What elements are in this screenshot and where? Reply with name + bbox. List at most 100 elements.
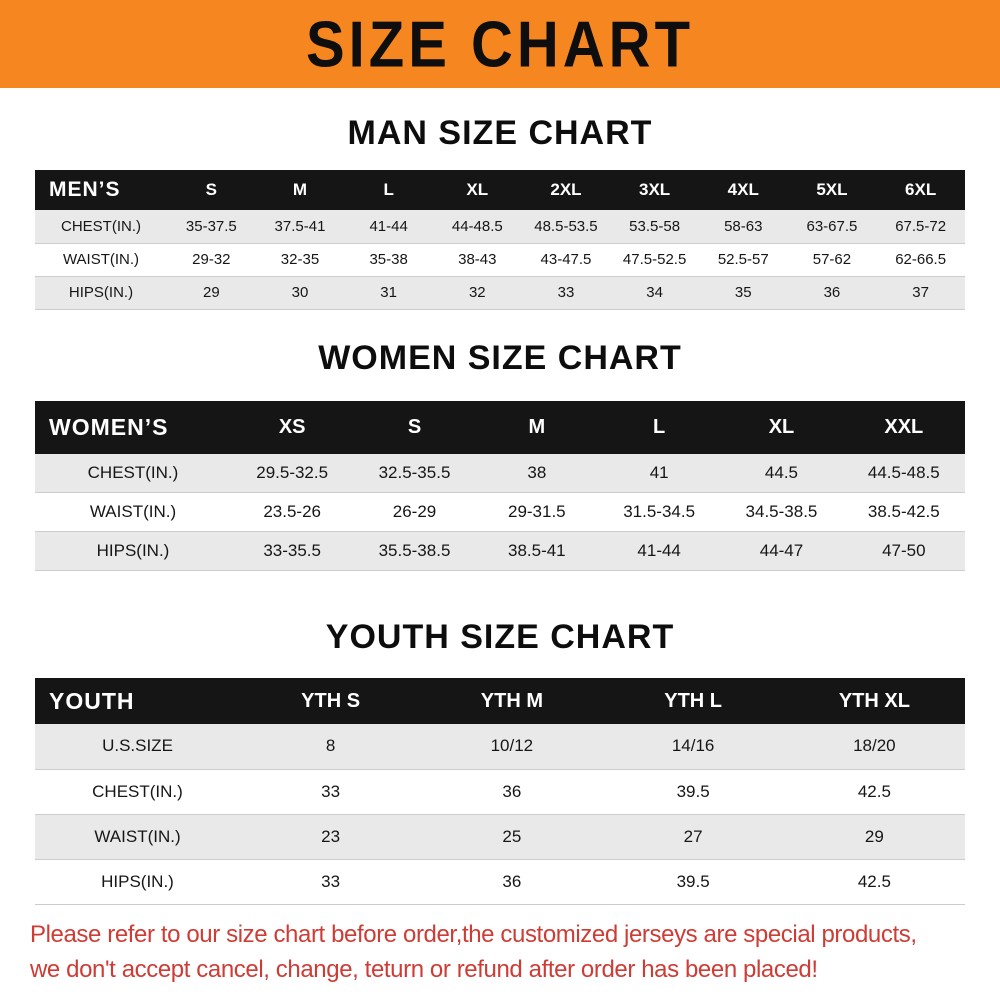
row-label: HIPS(IN.) bbox=[35, 276, 167, 310]
size-value: 44.5-48.5 bbox=[842, 453, 965, 493]
measurement-row: WAIST(IN.) 29-32 32-35 35-38 38-43 43-47.5 47.… bbox=[35, 243, 965, 277]
women-header-row: WOMEN’S XS S M L XL XXL bbox=[35, 400, 965, 454]
row-label: WAIST(IN.) bbox=[35, 814, 240, 860]
measurement-row: CHEST(IN.) 33 36 39.5 42.5 bbox=[35, 769, 965, 815]
notice-line-2: we don't accept cancel, change, teturn o… bbox=[30, 955, 818, 983]
size-value: 41 bbox=[597, 453, 721, 493]
size-value: 33-35.5 bbox=[231, 531, 354, 571]
size-value: 44-48.5 bbox=[432, 210, 522, 244]
size-value: 47-50 bbox=[842, 531, 965, 571]
row-label: CHEST(IN.) bbox=[35, 453, 231, 493]
banner: SIZE CHART bbox=[0, 0, 1000, 88]
youth-section-heading: YOUTH SIZE CHART bbox=[325, 618, 675, 656]
row-label: CHEST(IN.) bbox=[35, 210, 167, 244]
row-label: WAIST(IN.) bbox=[35, 492, 231, 532]
size-value: 37 bbox=[876, 276, 965, 310]
measurement-row: HIPS(IN.) 33-35.5 35.5-38.5 38.5-41 41-44 44-… bbox=[35, 531, 965, 571]
youth-header-row: YOUTH YTH S YTH M YTH L YTH XL bbox=[35, 678, 965, 724]
size-column-header: YTH L bbox=[602, 678, 784, 724]
measurement-row: WAIST(IN.) 23 25 27 29 bbox=[35, 814, 965, 860]
size-value: 14/16 bbox=[602, 724, 784, 770]
size-value: 48.5-53.5 bbox=[521, 210, 611, 244]
size-value: 35 bbox=[698, 276, 788, 310]
size-column-header: S bbox=[167, 170, 256, 210]
size-value: 29 bbox=[167, 276, 256, 310]
youth-size-table: YOUTH YTH S YTH M YTH L YTH XL U.S.SIZE 8 10/12… bbox=[35, 678, 965, 905]
section-men: MAN SIZE CHART MEN’S S M L XL 2XL 3XL 4XL 5XL 6XL C… bbox=[0, 113, 1000, 310]
size-value: 35-37.5 bbox=[167, 210, 256, 244]
size-value: 29 bbox=[783, 814, 965, 860]
size-value: 29-32 bbox=[167, 243, 256, 277]
size-column-header: XL bbox=[720, 400, 843, 454]
measurement-row: HIPS(IN.) 33 36 39.5 42.5 bbox=[35, 859, 965, 905]
size-value: 39.5 bbox=[602, 859, 784, 905]
size-value: 57-62 bbox=[787, 243, 877, 277]
size-value: 30 bbox=[255, 276, 345, 310]
row-label: U.S.SIZE bbox=[35, 724, 240, 770]
youth-table-title: YOUTH bbox=[35, 678, 240, 724]
size-value: 41-44 bbox=[597, 531, 721, 571]
measurement-row: WAIST(IN.) 23.5-26 26-29 29-31.5 31.5-34.5 34… bbox=[35, 492, 965, 532]
size-column-header: YTH XL bbox=[783, 678, 965, 724]
size-value: 33 bbox=[521, 276, 611, 310]
women-section-heading: WOMEN SIZE CHART bbox=[318, 338, 682, 377]
size-value: 23.5-26 bbox=[231, 492, 354, 532]
size-column-header: 6XL bbox=[876, 170, 965, 210]
size-column-header: 2XL bbox=[521, 170, 611, 210]
size-value: 39.5 bbox=[602, 769, 784, 815]
size-value: 44.5 bbox=[720, 453, 843, 493]
size-value: 10/12 bbox=[421, 724, 603, 770]
size-value: 36 bbox=[421, 769, 603, 815]
size-value: 8 bbox=[240, 724, 422, 770]
measurement-row: HIPS(IN.) 29 30 31 32 33 34 35 36 37 bbox=[35, 276, 965, 310]
measurement-row: CHEST(IN.) 35-37.5 37.5-41 41-44 44-48.5 48.5… bbox=[35, 210, 965, 244]
size-value: 36 bbox=[787, 276, 877, 310]
size-value: 31 bbox=[344, 276, 433, 310]
size-column-header: 5XL bbox=[787, 170, 877, 210]
size-value: 53.5-58 bbox=[610, 210, 699, 244]
size-value: 42.5 bbox=[783, 859, 965, 905]
size-value: 42.5 bbox=[783, 769, 965, 815]
page-title: SIZE CHART bbox=[306, 7, 694, 81]
size-value: 32.5-35.5 bbox=[353, 453, 476, 493]
size-value: 25 bbox=[421, 814, 603, 860]
size-column-header: 4XL bbox=[698, 170, 788, 210]
size-value: 29-31.5 bbox=[475, 492, 598, 532]
size-value: 47.5-52.5 bbox=[610, 243, 699, 277]
women-size-table: WOMEN’S XS S M L XL XXL CHEST(IN.) 29.5-32.5 32.5… bbox=[35, 400, 965, 571]
size-value: 33 bbox=[240, 769, 422, 815]
size-value: 58-63 bbox=[698, 210, 788, 244]
size-value: 32 bbox=[432, 276, 522, 310]
size-column-header: XXL bbox=[842, 400, 965, 454]
section-youth: YOUTH SIZE CHART YOUTH YTH S YTH M YTH L YTH … bbox=[0, 617, 1000, 905]
size-value: 26-29 bbox=[353, 492, 476, 532]
men-size-table: MEN’S S M L XL 2XL 3XL 4XL 5XL 6XL CHEST(IN.) 35-37… bbox=[35, 170, 965, 310]
size-value: 35-38 bbox=[344, 243, 433, 277]
size-value: 67.5-72 bbox=[876, 210, 965, 244]
size-value: 52.5-57 bbox=[698, 243, 788, 277]
size-column-header: M bbox=[255, 170, 345, 210]
size-value: 34 bbox=[610, 276, 699, 310]
measurement-row: CHEST(IN.) 29.5-32.5 32.5-35.5 38 41 44.5 44.5… bbox=[35, 453, 965, 493]
size-value: 44-47 bbox=[720, 531, 843, 571]
size-column-header: M bbox=[475, 400, 598, 454]
size-value: 38.5-41 bbox=[475, 531, 598, 571]
size-value: 31.5-34.5 bbox=[597, 492, 721, 532]
size-column-header: XS bbox=[231, 400, 354, 454]
section-women: WOMEN SIZE CHART WOMEN’S XS S M L XL XXL CHEST(I… bbox=[0, 338, 1000, 571]
row-label: HIPS(IN.) bbox=[35, 859, 240, 905]
men-header-row: MEN’S S M L XL 2XL 3XL 4XL 5XL 6XL bbox=[35, 170, 965, 210]
size-value: 43-47.5 bbox=[521, 243, 611, 277]
size-column-header: YTH M bbox=[421, 678, 603, 724]
size-value: 33 bbox=[240, 859, 422, 905]
size-value: 63-67.5 bbox=[787, 210, 877, 244]
size-value: 34.5-38.5 bbox=[720, 492, 843, 532]
sections-container: MAN SIZE CHART MEN’S S M L XL 2XL 3XL 4XL 5XL 6XL C… bbox=[0, 113, 1000, 905]
men-section-heading: MAN SIZE CHART bbox=[347, 114, 653, 152]
men-table-title: MEN’S bbox=[35, 170, 167, 210]
size-column-header: S bbox=[353, 400, 476, 454]
size-column-header: L bbox=[344, 170, 433, 210]
size-value: 62-66.5 bbox=[876, 243, 965, 277]
footer-notice: Please refer to our size chart before or… bbox=[0, 919, 1000, 987]
